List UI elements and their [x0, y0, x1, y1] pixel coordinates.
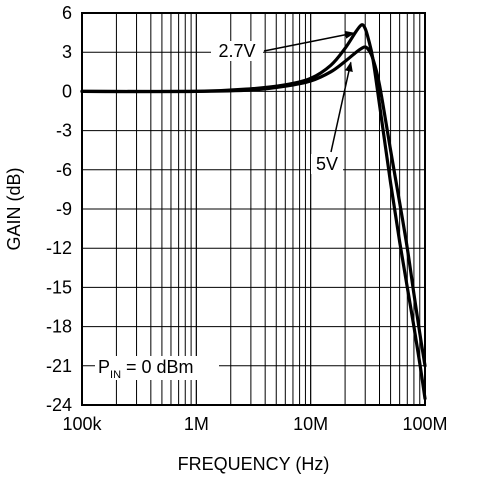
- label-5v-background: [311, 154, 343, 174]
- y-tick-label: -18: [46, 317, 72, 337]
- series-line-5v: [80, 45, 427, 368]
- y-tick-label: 3: [62, 42, 72, 62]
- y-tick-label: -15: [46, 277, 72, 297]
- series-line-2-7v: [80, 23, 427, 401]
- arrow-5v: [330, 61, 353, 153]
- condition-sub: IN: [110, 369, 121, 381]
- y-tick-label: -9: [56, 199, 72, 219]
- label-2-7v: 2.7V: [218, 41, 255, 61]
- x-tick-label: 100k: [62, 414, 102, 434]
- x-tick-label: 1M: [184, 414, 209, 434]
- y-tick-label: 0: [62, 81, 72, 101]
- y-tick-label: -6: [56, 160, 72, 180]
- x-axis-title: FREQUENCY (Hz): [178, 454, 330, 474]
- x-tick-label: 100M: [402, 414, 447, 434]
- y-axis-title: GAIN (dB): [4, 167, 24, 250]
- grid: [81, 12, 426, 406]
- y-tick-label: -12: [46, 238, 72, 258]
- x-tick-label: 10M: [293, 414, 328, 434]
- y-tick-labels: 6 3 0 -3 -6 -9 -12 -15 -18 -21 -24: [46, 3, 72, 415]
- series-layer: [80, 23, 427, 401]
- condition-main: P: [98, 357, 110, 377]
- label-5v: 5V: [316, 154, 338, 174]
- label-2-7v-background: [211, 41, 263, 61]
- condition-label-background: [95, 356, 219, 380]
- condition-label: PIN = 0 dBm: [98, 357, 194, 381]
- condition-rest: = 0 dBm: [121, 357, 194, 377]
- annotations: 2.7V 5V PIN = 0 dBm: [95, 30, 356, 381]
- y-tick-label: -3: [56, 121, 72, 141]
- x-tick-labels: 100k 1M 10M 100M: [62, 414, 447, 434]
- plot-frame: [81, 12, 426, 406]
- y-tick-label: 6: [62, 3, 72, 23]
- arrow-2-7v: [263, 30, 356, 52]
- y-tick-label: -21: [46, 356, 72, 376]
- y-tick-label: -24: [46, 395, 72, 415]
